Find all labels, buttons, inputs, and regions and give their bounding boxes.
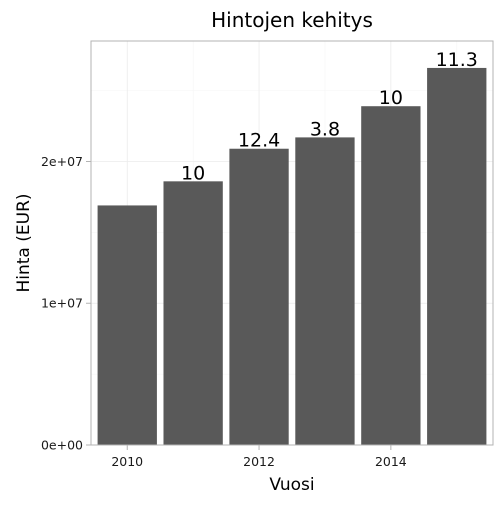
bars (97, 67, 487, 445)
y-tick-label: 2e+07 (41, 154, 83, 169)
x-tick-label: 2012 (243, 454, 275, 469)
x-tick-label: 2014 (375, 454, 407, 469)
bar-2013 (295, 137, 355, 445)
x-axis-title: Vuosi (269, 475, 314, 495)
y-axis-title: Hinta (EUR) (14, 193, 34, 292)
chart-title: Hintojen kehitys (211, 8, 373, 32)
axes: 2010 2012 2014 0e+00 1e+07 2e+07 (41, 154, 407, 469)
data-label-2015: 11.3 (436, 49, 478, 71)
data-labels: 10 12.4 3.8 10 11.3 (181, 49, 478, 184)
bar-2014 (361, 106, 421, 445)
bar-2011 (163, 181, 223, 445)
y-tick-label: 1e+07 (41, 296, 83, 311)
data-label-2014: 10 (379, 87, 403, 109)
data-label-2012: 12.4 (238, 130, 280, 152)
y-tick-label: 0e+00 (41, 438, 83, 453)
bar-2012 (229, 148, 289, 445)
data-label-2013: 3.8 (310, 118, 340, 140)
x-tick-label: 2010 (111, 454, 143, 469)
bar-2010 (97, 205, 157, 445)
bar-2015 (427, 67, 487, 445)
panel-border (90, 40, 494, 446)
data-label-2011: 10 (181, 162, 205, 184)
